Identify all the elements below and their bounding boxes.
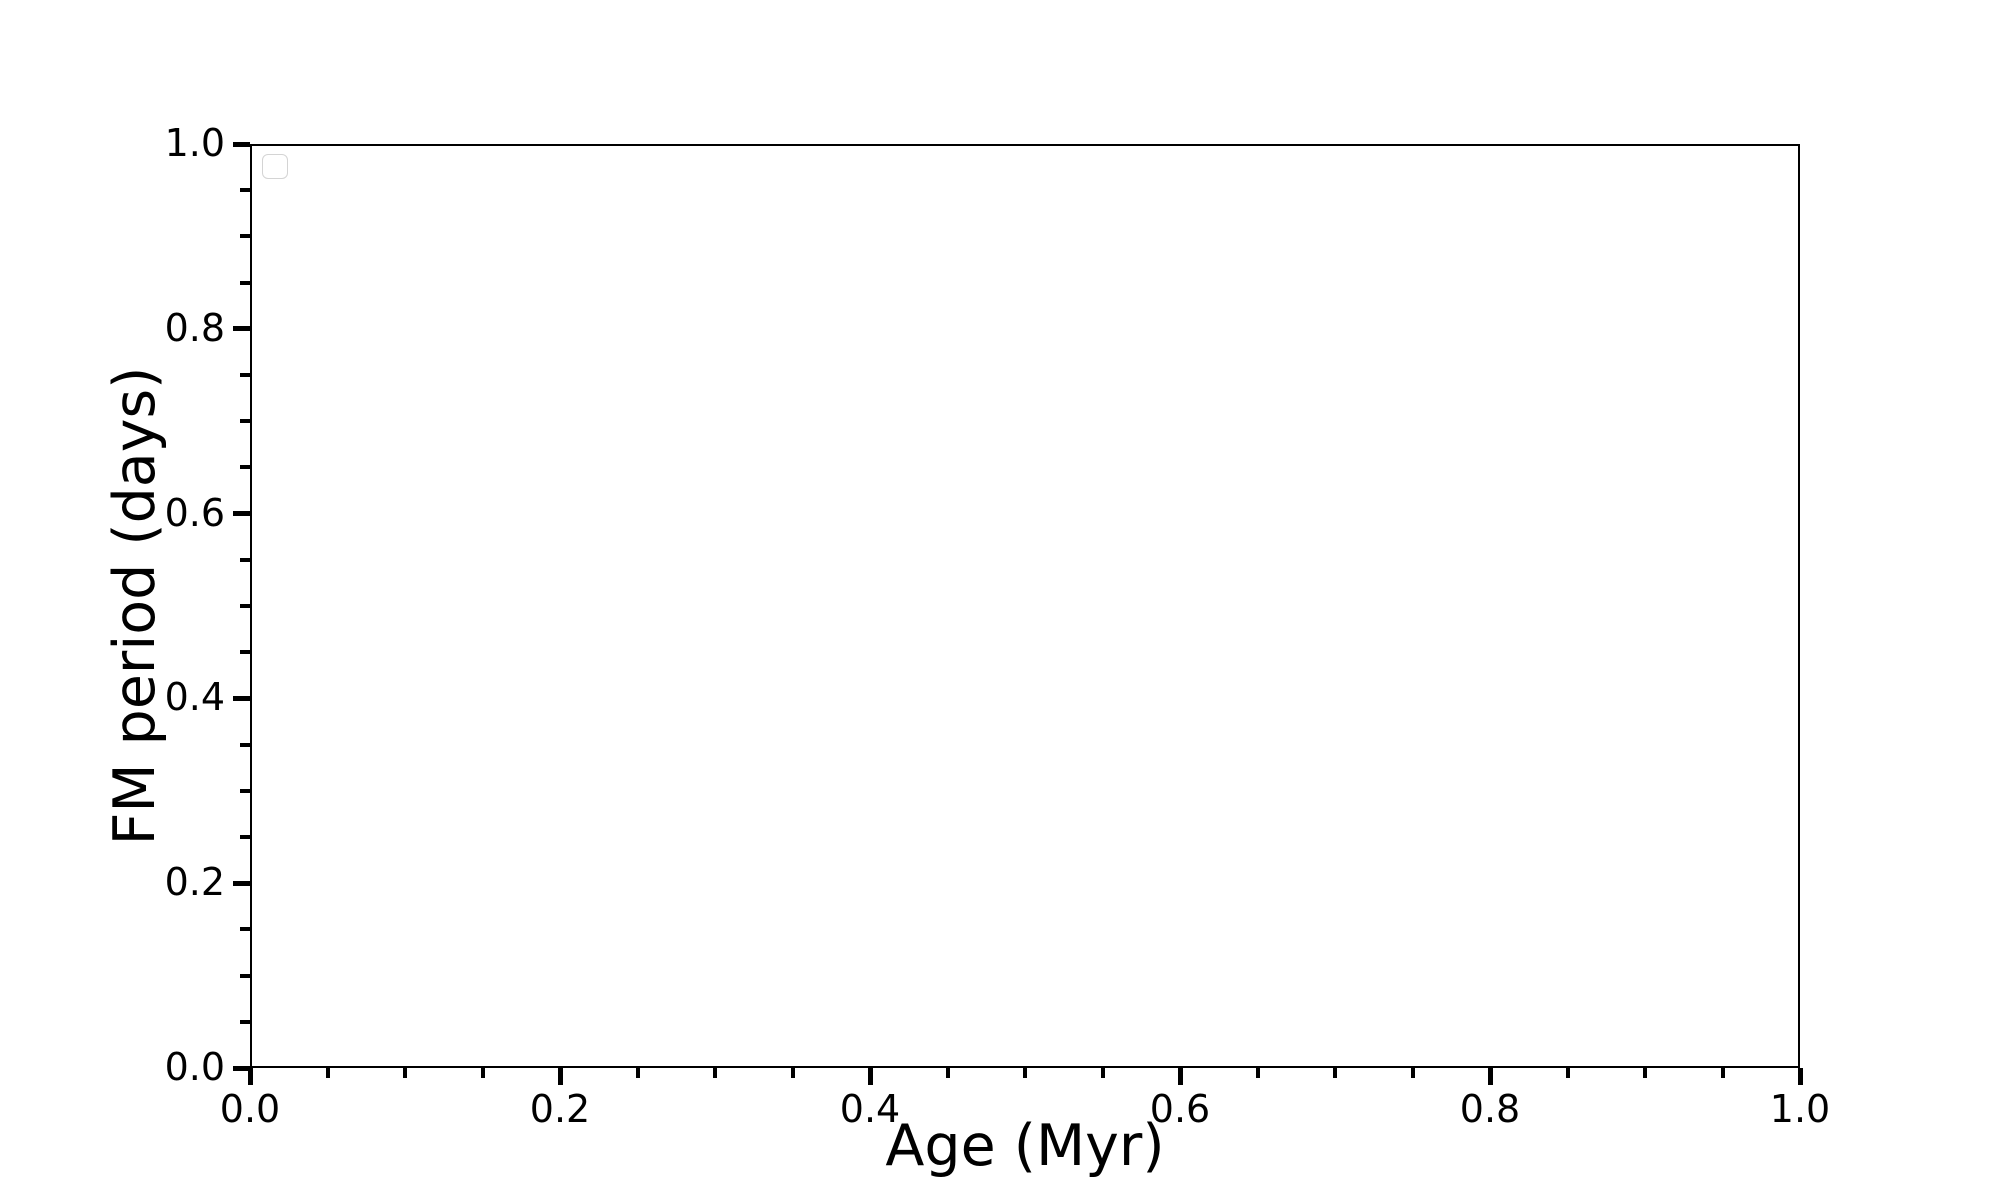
y-minor-tick bbox=[240, 280, 250, 285]
x-major-tick bbox=[867, 1068, 873, 1085]
x-tick-label: 0.6 bbox=[1149, 1087, 1211, 1131]
y-major-tick bbox=[233, 511, 250, 517]
x-minor-tick bbox=[403, 1068, 407, 1078]
y-minor-tick bbox=[240, 465, 250, 470]
y-minor-tick bbox=[240, 742, 250, 747]
x-tick-label: 1.0 bbox=[1769, 1087, 1831, 1131]
y-tick-label: 0.4 bbox=[164, 675, 225, 720]
y-minor-tick bbox=[240, 188, 250, 193]
x-minor-tick bbox=[1410, 1068, 1415, 1078]
x-major-tick bbox=[557, 1068, 563, 1085]
y-minor-tick bbox=[240, 835, 250, 839]
x-minor-tick bbox=[1333, 1068, 1337, 1078]
y-major-tick bbox=[233, 695, 250, 701]
x-tick-label: 0.4 bbox=[839, 1087, 901, 1131]
y-minor-tick bbox=[240, 604, 250, 608]
x-minor-tick bbox=[1023, 1068, 1027, 1078]
y-minor-tick bbox=[240, 650, 250, 655]
y-minor-tick bbox=[240, 788, 250, 793]
x-tick-label: 0.2 bbox=[529, 1087, 591, 1131]
y-axis-label: FM period (days) bbox=[102, 366, 169, 846]
y-minor-tick bbox=[240, 234, 250, 239]
y-minor-tick bbox=[240, 419, 250, 424]
x-minor-tick bbox=[1255, 1068, 1260, 1078]
x-minor-tick bbox=[790, 1068, 795, 1078]
y-tick-label: 0.0 bbox=[164, 1045, 225, 1090]
x-minor-tick bbox=[713, 1068, 717, 1078]
y-minor-tick bbox=[240, 373, 250, 377]
y-minor-tick bbox=[240, 927, 250, 932]
x-minor-tick bbox=[1100, 1068, 1105, 1078]
x-major-tick bbox=[1487, 1068, 1493, 1085]
y-tick-label: 0.2 bbox=[164, 860, 225, 905]
y-tick-label: 0.6 bbox=[164, 490, 225, 535]
x-minor-tick bbox=[325, 1068, 330, 1078]
x-axis-label: Age (Myr) bbox=[885, 1113, 1165, 1179]
y-tick-label: 0.8 bbox=[164, 305, 225, 350]
y-major-tick bbox=[233, 880, 250, 886]
y-tick-label: 1.0 bbox=[164, 121, 225, 166]
x-minor-tick bbox=[945, 1068, 950, 1078]
y-major-tick bbox=[233, 141, 250, 147]
x-tick-label: 0.0 bbox=[219, 1087, 281, 1131]
x-tick-label: 0.8 bbox=[1459, 1087, 1521, 1131]
x-minor-tick bbox=[635, 1068, 640, 1078]
legend bbox=[262, 154, 288, 179]
y-minor-tick bbox=[240, 1019, 250, 1024]
x-major-tick bbox=[247, 1068, 253, 1085]
y-minor-tick bbox=[240, 557, 250, 562]
x-minor-tick bbox=[1565, 1068, 1570, 1078]
x-minor-tick bbox=[1643, 1068, 1647, 1078]
y-major-tick bbox=[233, 326, 250, 332]
x-minor-tick bbox=[480, 1068, 485, 1078]
x-major-tick bbox=[1177, 1068, 1183, 1085]
plot-area bbox=[250, 144, 1800, 1068]
y-minor-tick bbox=[240, 973, 250, 978]
x-minor-tick bbox=[1720, 1068, 1725, 1078]
y-major-tick bbox=[233, 1065, 250, 1071]
x-major-tick bbox=[1797, 1068, 1803, 1085]
